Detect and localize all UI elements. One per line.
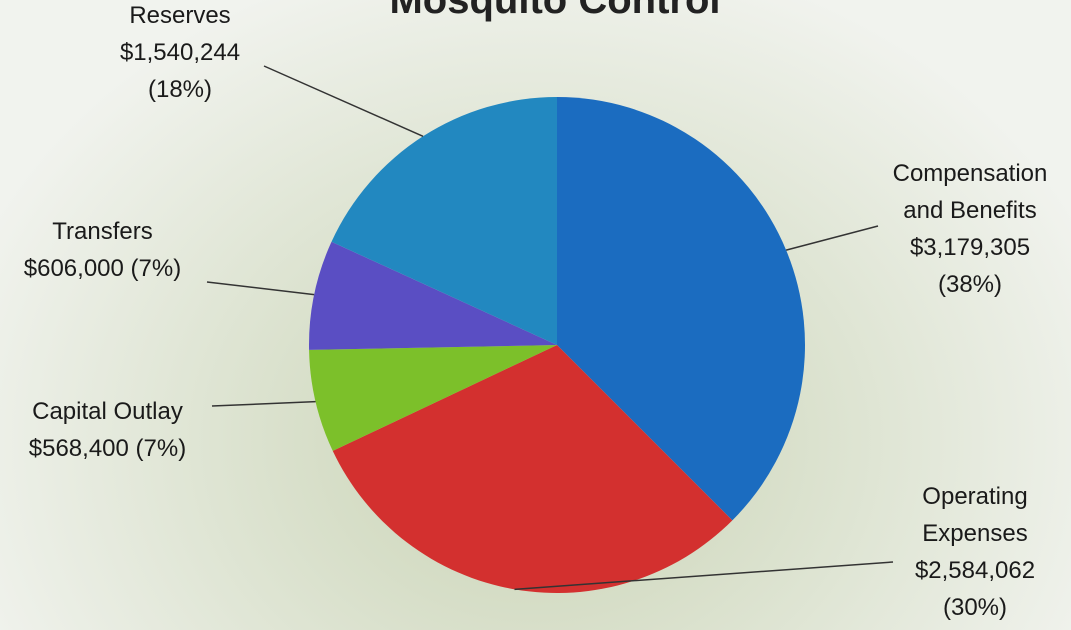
leader-line (263, 65, 424, 137)
pie-slice (309, 345, 557, 451)
chart-title: Mosquito Control (389, 0, 721, 22)
slice-label: Capital Outlay $568,400 (7%) (5, 393, 210, 467)
pie-slice (309, 241, 557, 350)
slice-label: Reserves $1,540,244 (18%) (90, 0, 270, 108)
slice-label: Compensation and Benefits $3,179,305 (38%) (880, 155, 1060, 303)
slice-name: Reserves (129, 2, 231, 29)
slice-name: Transfers (52, 218, 153, 245)
leader-line (785, 225, 879, 251)
slice-label: Operating Expenses $2,584,062 (30%) (895, 478, 1055, 626)
leader-line (211, 400, 316, 407)
slice-value: $606,000 (23, 255, 124, 282)
slice-value: $2,584,062 (914, 557, 1036, 584)
pie-slice (557, 97, 805, 521)
slice-percent: (18%) (147, 76, 213, 103)
slice-name: Capital Outlay (32, 398, 183, 425)
slice-name: Compensation and Benefits (892, 160, 1048, 224)
slice-name: Operating Expenses (922, 483, 1028, 547)
slice-value: $568,400 (28, 435, 129, 462)
slice-percent: (38%) (937, 271, 1003, 298)
leader-line (514, 561, 894, 591)
slice-percent: (7%) (130, 255, 182, 282)
slice-label: Transfers $606,000 (7%) (0, 213, 205, 287)
slice-value: $3,179,305 (909, 234, 1031, 261)
slice-percent: (7%) (135, 435, 187, 462)
leader-line (206, 281, 315, 296)
pie-slice (332, 345, 733, 593)
pie-slice (331, 97, 557, 345)
slice-value: $1,540,244 (119, 39, 241, 66)
slice-percent: (30%) (942, 594, 1008, 621)
